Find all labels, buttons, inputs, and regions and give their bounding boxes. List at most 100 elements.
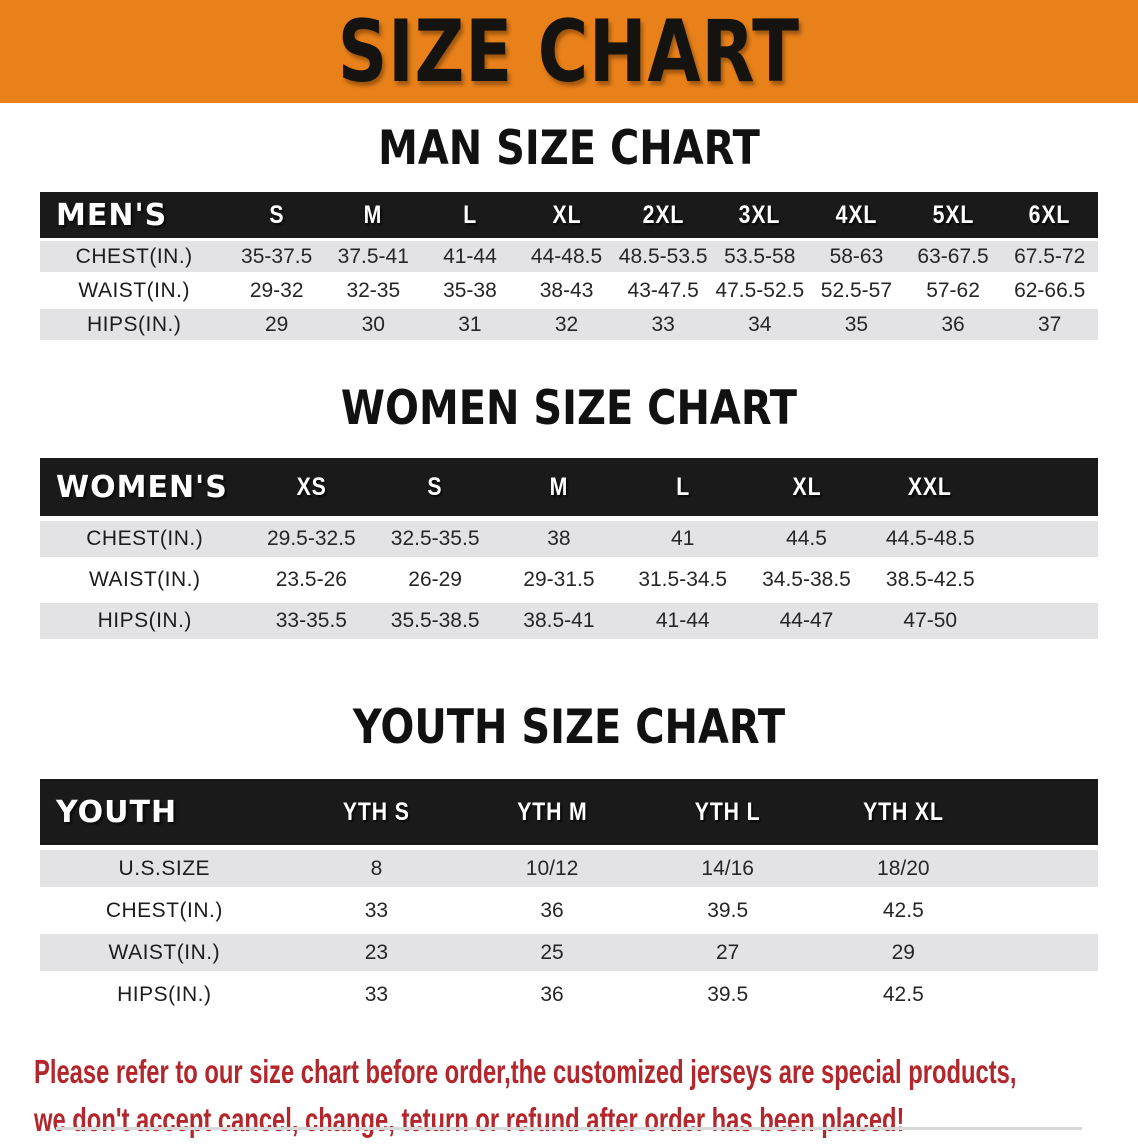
column-header-label: 6XL — [1028, 200, 1071, 229]
table-row: CHEST(IN.) 35-37.5 37.5-41 41-44 44-48.5 48.5… — [40, 241, 1098, 272]
row-label: CHEST(IN.) — [40, 241, 229, 272]
column-header-label: 3XL — [739, 200, 781, 229]
size-value: 41 — [620, 521, 745, 557]
size-value: 44.5 — [744, 521, 869, 557]
table-row: CHEST(IN.) 29.5-32.5 32.5-35.5 38 41 44.5 44.5… — [40, 521, 1098, 557]
row-spacer — [992, 521, 1098, 557]
size-value: 8 — [288, 850, 465, 887]
column-header: M — [324, 192, 422, 238]
size-value: 32-35 — [324, 275, 422, 306]
size-value: 31 — [421, 309, 519, 340]
size-value: 14/16 — [639, 850, 816, 887]
row-label: U.S.SIZE — [40, 850, 289, 887]
size-value: 53.5-58 — [711, 241, 809, 272]
size-value: 36 — [904, 309, 1002, 340]
men-section: MAN SIZE CHART MEN'S S M L XL 2XL 3XL 4XL 5XL 6XL… — [40, 123, 1098, 343]
table-row: CHEST(IN.) 33 36 39.5 42.5 — [40, 892, 1098, 929]
table-row: HIPS(IN.) 33 36 39.5 42.5 — [40, 976, 1098, 1013]
size-value: 41-44 — [620, 603, 745, 639]
size-value: 35-38 — [421, 275, 519, 306]
size-value: 47.5-52.5 — [711, 275, 809, 306]
table-corner-label: MEN'S — [40, 192, 229, 238]
header-spacer — [992, 458, 1098, 516]
column-header: L — [421, 192, 519, 238]
column-header-label: YTH L — [694, 797, 761, 826]
size-value: 37 — [1001, 309, 1098, 340]
size-value: 62-66.5 — [1001, 275, 1098, 306]
youth-size-table: YOUTH YTH S YTH M YTH L YTH XL U.S.SIZE 8 10/12… — [40, 774, 1098, 1018]
column-header: M — [497, 458, 621, 516]
column-header: YTH XL — [815, 779, 992, 845]
size-value: 35.5-38.5 — [373, 603, 498, 639]
size-value: 27 — [639, 934, 816, 971]
size-value: 63-67.5 — [904, 241, 1002, 272]
table-row: WAIST(IN.) 29-32 32-35 35-38 38-43 43-47.5 47.… — [40, 275, 1098, 306]
column-header: 5XL — [904, 192, 1002, 238]
column-header-label: L — [675, 472, 690, 501]
row-label: CHEST(IN.) — [40, 892, 289, 929]
row-spacer — [991, 934, 1098, 971]
row-label: WAIST(IN.) — [40, 275, 229, 306]
size-value: 34.5-38.5 — [744, 562, 869, 598]
column-header: XS — [249, 458, 374, 516]
size-value: 48.5-53.5 — [614, 241, 712, 272]
column-header-label: L — [463, 200, 477, 229]
table-row: HIPS(IN.) 33-35.5 35.5-38.5 38.5-41 41-44 44-… — [40, 603, 1098, 639]
column-header: 4XL — [808, 192, 905, 238]
section-title-men: MAN SIZE CHART — [378, 121, 760, 176]
size-value: 67.5-72 — [1001, 241, 1098, 272]
column-header-label: 4XL — [835, 200, 878, 229]
table-corner-label: YOUTH — [40, 779, 289, 845]
size-value: 30 — [324, 309, 422, 340]
section-title-women: WOMEN SIZE CHART — [340, 381, 798, 436]
youth-section: YOUTH SIZE CHART YOUTH YTH S YTH M YTH L YTH… — [40, 702, 1098, 1018]
column-header-label: YTH M — [516, 797, 588, 826]
size-value: 43-47.5 — [614, 275, 712, 306]
row-label: CHEST(IN.) — [40, 521, 250, 557]
size-value: 35-37.5 — [228, 241, 325, 272]
row-label: HIPS(IN.) — [40, 976, 289, 1013]
column-header-label: S — [427, 472, 443, 501]
size-value: 47-50 — [868, 603, 993, 639]
table-header-row: YOUTH YTH S YTH M YTH L YTH XL — [40, 779, 1098, 845]
row-spacer — [991, 850, 1098, 887]
size-value: 52.5-57 — [808, 275, 905, 306]
size-value: 34 — [711, 309, 809, 340]
column-header-label: YTH XL — [862, 797, 944, 826]
size-value: 42.5 — [815, 976, 992, 1013]
table-row: HIPS(IN.) 29 30 31 32 33 34 35 36 37 — [40, 309, 1098, 340]
size-value: 37.5-41 — [324, 241, 422, 272]
size-value: 10/12 — [464, 850, 640, 887]
disclaimer-line-2: we don't accept cancel, change, teturn o… — [34, 1101, 905, 1138]
men-size-table: MEN'S S M L XL 2XL 3XL 4XL 5XL 6XL CHEST(IN.) 35-37… — [40, 189, 1098, 343]
column-header: L — [620, 458, 745, 516]
women-size-table: WOMEN'S XS S M L XL XXL CHEST(IN.) 29.5-32.5 32.5… — [40, 453, 1098, 644]
size-value: 36 — [464, 892, 640, 929]
column-header-label: XS — [296, 472, 327, 501]
column-header-label: 5XL — [932, 200, 974, 229]
size-value: 25 — [464, 934, 640, 971]
size-value: 32.5-35.5 — [373, 521, 498, 557]
size-value: 29-31.5 — [497, 562, 621, 598]
column-header: YTH M — [464, 779, 640, 845]
size-value: 38-43 — [518, 275, 615, 306]
size-value: 29-32 — [228, 275, 325, 306]
row-spacer — [992, 562, 1098, 598]
column-header: 3XL — [711, 192, 809, 238]
size-value: 38 — [497, 521, 621, 557]
size-value: 35 — [808, 309, 905, 340]
size-value: 29.5-32.5 — [249, 521, 374, 557]
size-value: 58-63 — [808, 241, 905, 272]
disclaimer-line-1: Please refer to our size chart before or… — [34, 1053, 1017, 1090]
row-label: WAIST(IN.) — [40, 562, 250, 598]
column-header-label: XXL — [908, 472, 953, 501]
size-value: 23 — [288, 934, 465, 971]
size-charts: MAN SIZE CHART MEN'S S M L XL 2XL 3XL 4XL 5XL 6XL… — [0, 123, 1138, 1018]
section-title-youth: YOUTH SIZE CHART — [352, 700, 786, 755]
column-header: XL — [744, 458, 869, 516]
row-label: HIPS(IN.) — [40, 309, 229, 340]
size-value: 42.5 — [815, 892, 992, 929]
row-label: HIPS(IN.) — [40, 603, 250, 639]
size-value: 29 — [228, 309, 325, 340]
size-value: 39.5 — [639, 892, 816, 929]
